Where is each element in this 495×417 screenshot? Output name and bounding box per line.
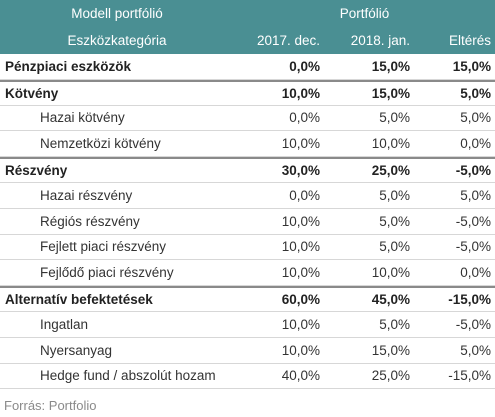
row-value-diff: -5,0% <box>455 213 491 229</box>
row-label: Részvény <box>5 163 68 179</box>
row-value-diff: 0,0% <box>460 265 491 281</box>
header-col-2017: 2017. dec. <box>256 33 320 48</box>
row-label: Pénzpiaci eszközök <box>5 58 132 74</box>
row-value-2018: 15,0% <box>371 85 410 101</box>
row-value-2017: 10,0% <box>281 136 320 152</box>
row-value-2018: 45,0% <box>371 292 410 308</box>
table-row: Fejlődő piaci részvény 10,0% 10,0% 0,0% <box>0 260 495 287</box>
table-row-group: Alternatív befektetések 60,0% 45,0% -15,… <box>0 286 495 312</box>
header-portfolio: Portfólió <box>339 6 390 21</box>
row-value-2018: 5,0% <box>379 110 410 126</box>
header-row-top: Modell portfólió Portfólió <box>0 0 495 27</box>
table-row: Hazai kötvény 0,0% 5,0% 5,0% <box>0 106 495 132</box>
row-value-2018: 25,0% <box>371 368 410 384</box>
row-value-diff: 0,0% <box>460 136 491 152</box>
row-value-2017: 10,0% <box>281 265 320 281</box>
row-value-2017: 10,0% <box>281 85 320 101</box>
row-value-diff: 5,0% <box>460 85 491 101</box>
row-value-diff: -15,0% <box>448 368 491 384</box>
header-col-diff: Eltérés <box>448 33 491 48</box>
table-row: Fejlett piaci részvény 10,0% 5,0% -5,0% <box>0 235 495 261</box>
row-label: Régiós részvény <box>40 213 140 229</box>
header-col-2018: 2018. jan. <box>350 33 410 48</box>
row-value-2017: 40,0% <box>281 368 320 384</box>
row-value-2018: 5,0% <box>379 316 410 332</box>
row-value-diff: 15,0% <box>452 58 491 74</box>
source-note: Forrás: Portfolio <box>4 398 97 413</box>
row-value-2018: 10,0% <box>371 136 410 152</box>
table-row: Régiós részvény 10,0% 5,0% -5,0% <box>0 209 495 235</box>
row-value-2017: 0,0% <box>289 187 320 203</box>
row-value-2018: 5,0% <box>379 239 410 255</box>
row-value-diff: -5,0% <box>455 316 491 332</box>
table-body: Pénzpiaci eszközök 0,0% 15,0% 15,0% Kötv… <box>0 54 495 390</box>
row-value-diff: -5,0% <box>455 239 491 255</box>
row-value-2018: 10,0% <box>371 265 410 281</box>
row-label: Hazai részvény <box>40 187 133 203</box>
row-value-2017: 10,0% <box>281 342 320 358</box>
header-category: Eszközkategória <box>67 33 167 48</box>
row-value-2017: 30,0% <box>281 163 320 179</box>
table-row: Nyersanyag 10,0% 15,0% 5,0% <box>0 338 495 364</box>
row-value-diff: 5,0% <box>460 110 491 126</box>
row-value-diff: 5,0% <box>460 187 491 203</box>
row-value-diff: 5,0% <box>460 342 491 358</box>
row-label: Alternatív befektetések <box>5 292 153 308</box>
row-value-2018: 25,0% <box>371 163 410 179</box>
row-value-2018: 5,0% <box>379 213 410 229</box>
row-label: Nemzetközi kötvény <box>40 136 161 152</box>
table-header: Modell portfólió Portfólió Eszközkategór… <box>0 0 495 54</box>
row-label: Nyersanyag <box>40 342 113 358</box>
row-value-2017: 10,0% <box>281 239 320 255</box>
header-title: Modell portfólió <box>71 6 163 21</box>
table-row-group: Kötvény 10,0% 15,0% 5,0% <box>0 79 495 106</box>
portfolio-table: Modell portfólió Portfólió Eszközkategór… <box>0 0 495 390</box>
row-value-2018: 15,0% <box>371 58 410 74</box>
row-value-diff: -5,0% <box>455 163 491 179</box>
row-label: Fejlett piaci részvény <box>40 239 167 255</box>
row-label: Fejlődő piaci részvény <box>40 265 174 281</box>
row-value-2017: 10,0% <box>281 213 320 229</box>
row-value-2017: 0,0% <box>289 58 320 74</box>
row-label: Hedge fund / abszolút hozam <box>40 368 216 384</box>
row-value-2017: 0,0% <box>289 110 320 126</box>
row-value-2018: 15,0% <box>371 342 410 358</box>
row-value-diff: -15,0% <box>448 292 491 308</box>
table-row-group: Pénzpiaci eszközök 0,0% 15,0% 15,0% <box>0 54 495 80</box>
row-value-2017: 10,0% <box>281 316 320 332</box>
row-label: Hazai kötvény <box>40 110 125 126</box>
table-row-group: Részvény 30,0% 25,0% -5,0% <box>0 157 495 183</box>
row-label: Ingatlan <box>40 316 89 332</box>
row-label: Kötvény <box>5 85 59 101</box>
row-value-2018: 5,0% <box>379 187 410 203</box>
table-row: Ingatlan 10,0% 5,0% -5,0% <box>0 312 495 338</box>
table-row: Hazai részvény 0,0% 5,0% 5,0% <box>0 183 495 209</box>
row-value-2017: 60,0% <box>281 292 320 308</box>
header-row-bottom: Eszközkategória 2017. dec. 2018. jan. El… <box>0 27 495 54</box>
table-row: Nemzetközi kötvény 10,0% 10,0% 0,0% <box>0 131 495 158</box>
table-row: Hedge fund / abszolút hozam 40,0% 25,0% … <box>0 364 495 390</box>
